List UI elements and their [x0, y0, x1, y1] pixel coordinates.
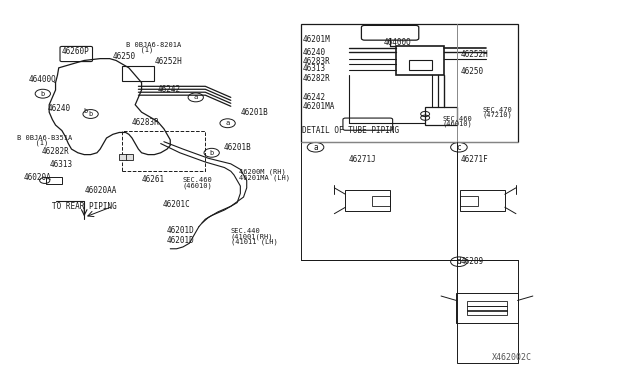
Bar	[346, 190, 390, 211]
Text: 46260P: 46260P	[62, 47, 90, 56]
Text: 46240: 46240	[47, 104, 70, 113]
Text: 46242: 46242	[157, 85, 180, 94]
Text: 46201MA (LH): 46201MA (LH)	[239, 174, 290, 181]
Text: (46010): (46010)	[442, 121, 472, 127]
Text: 46200M (RH): 46200M (RH)	[239, 169, 286, 175]
Text: TO REAR PIPING: TO REAR PIPING	[52, 202, 117, 211]
Text: a: a	[194, 94, 198, 100]
Text: (46010): (46010)	[183, 182, 212, 189]
Text: SEC.460: SEC.460	[442, 116, 472, 122]
Text: 46283R: 46283R	[132, 118, 160, 127]
Text: SEC.460: SEC.460	[183, 177, 212, 183]
Text: SEC.470: SEC.470	[483, 107, 512, 113]
Bar	[409, 61, 431, 70]
Text: 46271J: 46271J	[349, 154, 376, 164]
Text: DETAIL OF TUBE PIPING: DETAIL OF TUBE PIPING	[302, 126, 399, 135]
Text: SEC.440: SEC.440	[231, 228, 260, 234]
Text: a: a	[225, 120, 230, 126]
Text: b: b	[88, 111, 93, 117]
Text: d: d	[456, 257, 461, 266]
Text: 46271F: 46271F	[460, 154, 488, 164]
Text: 46020A: 46020A	[24, 173, 51, 182]
Text: a: a	[313, 143, 318, 152]
Text: 46240: 46240	[302, 48, 325, 57]
Text: 46201D: 46201D	[167, 236, 195, 245]
Text: 46250: 46250	[113, 52, 136, 61]
Text: b: b	[41, 91, 45, 97]
Bar	[425, 107, 457, 125]
Text: 46201MA: 46201MA	[302, 102, 335, 111]
Text: 46261: 46261	[141, 175, 164, 184]
Text: 46313: 46313	[302, 64, 325, 73]
Text: c: c	[456, 143, 461, 152]
Bar	[467, 310, 508, 315]
Text: 46201M: 46201M	[302, 35, 330, 44]
Text: b: b	[209, 150, 214, 156]
Bar	[372, 196, 390, 206]
Bar	[122, 131, 205, 171]
Text: (41001(RH): (41001(RH)	[231, 234, 273, 240]
Text: 46400Q: 46400Q	[384, 38, 412, 47]
Bar	[301, 23, 518, 142]
Text: (1): (1)	[132, 46, 153, 53]
Text: 46252H: 46252H	[460, 50, 488, 59]
Bar	[301, 142, 457, 260]
Bar	[122, 66, 154, 81]
Bar	[467, 301, 508, 307]
Text: 46250: 46250	[460, 67, 483, 76]
Text: (41011 (LH): (41011 (LH)	[231, 239, 278, 246]
Bar	[467, 306, 508, 311]
Bar	[119, 154, 127, 160]
Bar	[456, 293, 518, 323]
Text: 46283R: 46283R	[302, 57, 330, 66]
Bar	[460, 190, 505, 211]
Text: (1): (1)	[27, 139, 48, 146]
Bar	[125, 154, 133, 160]
Text: 46201B: 46201B	[223, 143, 251, 152]
Bar	[396, 46, 444, 75]
Text: B 0BJA6-B351A: B 0BJA6-B351A	[17, 135, 72, 141]
Text: 46020AA: 46020AA	[84, 186, 116, 195]
Text: X462002C: X462002C	[492, 353, 532, 362]
Text: 46289: 46289	[460, 257, 483, 266]
Text: 46282R: 46282R	[302, 74, 330, 83]
Text: 46252H: 46252H	[154, 57, 182, 67]
Text: (47210): (47210)	[483, 112, 512, 118]
Bar	[46, 177, 62, 184]
Text: b: b	[83, 108, 87, 114]
Text: 46201C: 46201C	[163, 200, 190, 209]
Bar	[460, 196, 478, 206]
Text: 46201B: 46201B	[241, 108, 268, 117]
Text: B 0BJA6-8201A: B 0BJA6-8201A	[125, 42, 181, 48]
Text: 46201D: 46201D	[167, 226, 195, 235]
Text: 46282R: 46282R	[42, 147, 69, 156]
Text: 46313: 46313	[49, 160, 72, 169]
Text: 46400Q: 46400Q	[28, 75, 56, 84]
Bar	[457, 260, 518, 363]
Text: 46242: 46242	[302, 93, 325, 102]
